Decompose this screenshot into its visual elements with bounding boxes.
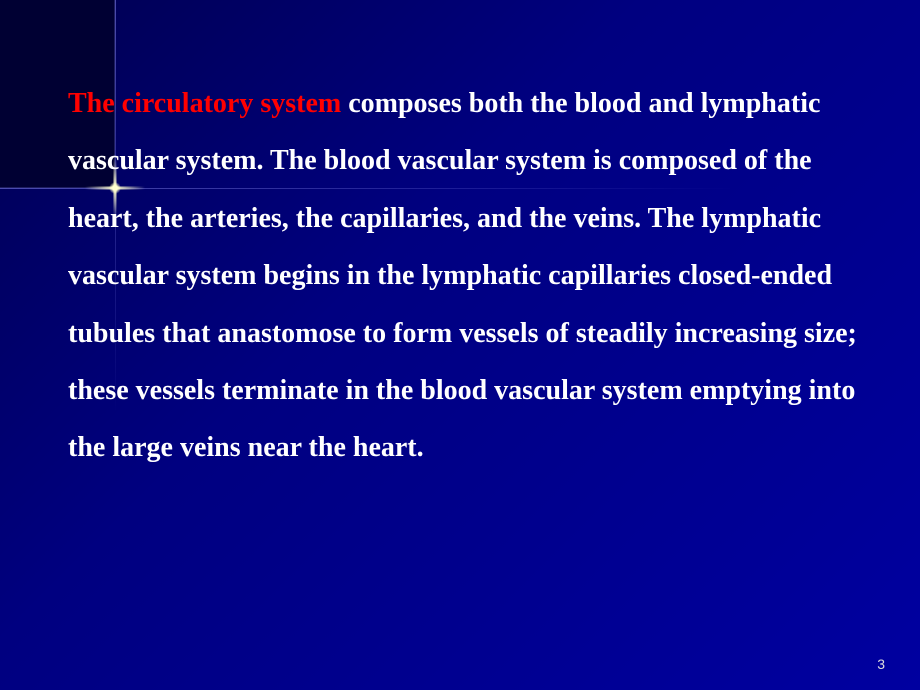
body-text: composes both the blood and lymphatic va… (68, 88, 857, 463)
page-number: 3 (877, 656, 885, 672)
slide-text-content: The circulatory system composes both the… (68, 75, 865, 477)
highlight-term: The circulatory system (68, 88, 341, 119)
slide-container: The circulatory system composes both the… (0, 0, 920, 690)
